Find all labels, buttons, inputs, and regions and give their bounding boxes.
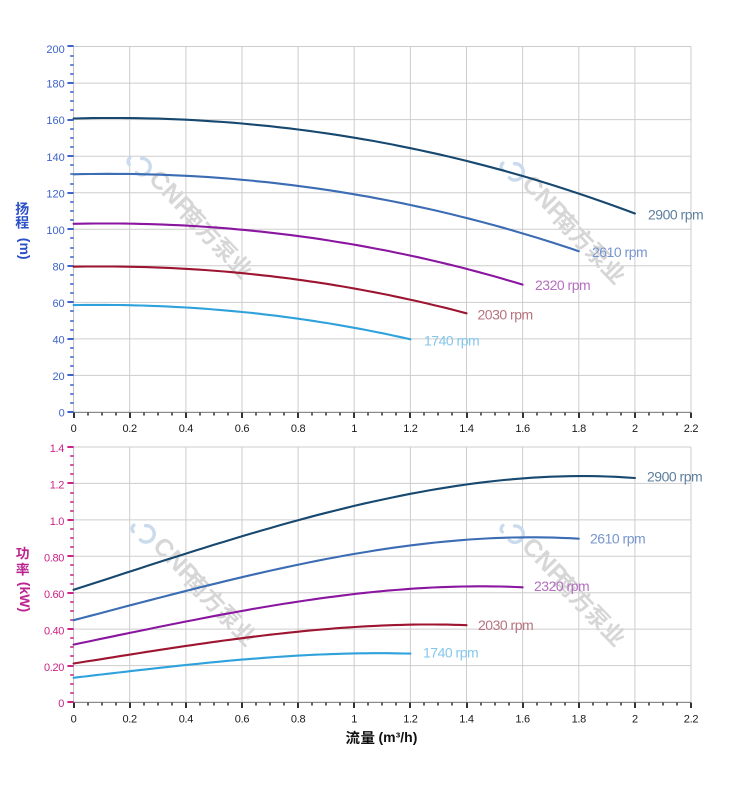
svg-text:2900 rpm: 2900 rpm bbox=[647, 469, 702, 485]
svg-text:0.80: 0.80 bbox=[44, 553, 64, 565]
svg-text:0.6: 0.6 bbox=[235, 714, 250, 726]
svg-text:2030 rpm: 2030 rpm bbox=[478, 307, 533, 323]
svg-text:1740 rpm: 1740 rpm bbox=[424, 333, 479, 349]
svg-text:2: 2 bbox=[632, 423, 638, 435]
svg-text:1.4: 1.4 bbox=[459, 423, 474, 435]
svg-text:100: 100 bbox=[46, 225, 64, 237]
svg-text:2610 rpm: 2610 rpm bbox=[590, 531, 645, 547]
svg-text:1.2: 1.2 bbox=[50, 480, 64, 492]
svg-text:2.2: 2.2 bbox=[684, 714, 699, 726]
svg-text:1.2: 1.2 bbox=[403, 714, 418, 726]
svg-text:2320 rpm: 2320 rpm bbox=[534, 578, 589, 594]
svg-text:1.4: 1.4 bbox=[459, 714, 474, 726]
svg-text:0: 0 bbox=[71, 423, 77, 435]
svg-text:0.6: 0.6 bbox=[235, 423, 250, 435]
svg-text:1.2: 1.2 bbox=[403, 423, 418, 435]
svg-text:0.2: 0.2 bbox=[122, 714, 137, 726]
svg-text:120: 120 bbox=[46, 188, 64, 200]
svg-text:140: 140 bbox=[46, 152, 64, 164]
svg-text:2320 rpm: 2320 rpm bbox=[535, 277, 590, 293]
svg-text:2900 rpm: 2900 rpm bbox=[648, 207, 703, 223]
svg-text:0.60: 0.60 bbox=[44, 589, 64, 601]
svg-text:(m³/h): (m³/h) bbox=[379, 729, 418, 745]
svg-text:(kW): (kW) bbox=[17, 582, 33, 612]
svg-text:1.0: 1.0 bbox=[50, 516, 64, 528]
svg-text:1.6: 1.6 bbox=[515, 714, 530, 726]
svg-text:0: 0 bbox=[58, 698, 64, 710]
svg-text:160: 160 bbox=[46, 115, 64, 127]
svg-text:40: 40 bbox=[52, 335, 64, 347]
svg-text:180: 180 bbox=[46, 79, 64, 91]
svg-text:1.8: 1.8 bbox=[572, 714, 587, 726]
svg-text:2: 2 bbox=[632, 714, 638, 726]
svg-text:20: 20 bbox=[52, 371, 64, 383]
svg-text:80: 80 bbox=[52, 261, 64, 273]
svg-text:2.2: 2.2 bbox=[684, 423, 699, 435]
svg-text:2610 rpm: 2610 rpm bbox=[592, 244, 647, 260]
svg-text:(m): (m) bbox=[17, 238, 33, 260]
svg-text:0.20: 0.20 bbox=[44, 662, 64, 674]
svg-text:1.4: 1.4 bbox=[50, 443, 64, 455]
svg-text:2030 rpm: 2030 rpm bbox=[478, 617, 533, 633]
svg-text:0.4: 0.4 bbox=[179, 714, 194, 726]
svg-text:1740 rpm: 1740 rpm bbox=[423, 645, 478, 661]
svg-text:1: 1 bbox=[351, 714, 357, 726]
svg-text:0.8: 0.8 bbox=[291, 714, 306, 726]
svg-text:0.4: 0.4 bbox=[179, 423, 194, 435]
svg-text:0: 0 bbox=[71, 714, 77, 726]
svg-text:1.6: 1.6 bbox=[515, 423, 530, 435]
svg-text:0: 0 bbox=[59, 408, 65, 420]
svg-text:0.8: 0.8 bbox=[291, 423, 306, 435]
svg-text:60: 60 bbox=[52, 298, 64, 310]
svg-text:0.40: 0.40 bbox=[44, 625, 64, 637]
svg-text:200: 200 bbox=[46, 44, 64, 56]
svg-text:1: 1 bbox=[351, 423, 357, 435]
svg-text:0.2: 0.2 bbox=[122, 423, 137, 435]
svg-text:1.8: 1.8 bbox=[572, 423, 587, 435]
